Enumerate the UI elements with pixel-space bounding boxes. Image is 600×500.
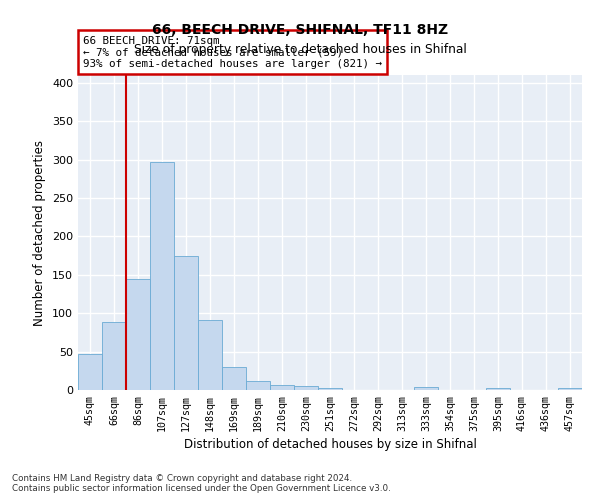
Text: Size of property relative to detached houses in Shifnal: Size of property relative to detached ho… (134, 42, 466, 56)
Bar (246, 381, 270, 390)
Bar (174, 256, 198, 390)
Text: 66, BEECH DRIVE, SHIFNAL, TF11 8HZ: 66, BEECH DRIVE, SHIFNAL, TF11 8HZ (152, 22, 448, 36)
Bar (318, 388, 342, 390)
Bar (558, 388, 582, 390)
Bar (198, 320, 222, 390)
Bar (294, 386, 318, 390)
Bar (222, 367, 246, 390)
Text: 66 BEECH DRIVE: 71sqm
← 7% of detached houses are smaller (59)
93% of semi-detac: 66 BEECH DRIVE: 71sqm ← 7% of detached h… (83, 36, 382, 68)
Text: Contains HM Land Registry data © Crown copyright and database right 2024.: Contains HM Land Registry data © Crown c… (12, 474, 352, 483)
Bar (102, 322, 126, 390)
Bar (414, 387, 438, 390)
Y-axis label: Number of detached properties: Number of detached properties (34, 140, 46, 326)
Bar (150, 162, 174, 390)
Bar (126, 278, 150, 390)
X-axis label: Distribution of detached houses by size in Shifnal: Distribution of detached houses by size … (184, 438, 476, 451)
Bar (486, 388, 510, 390)
Text: Contains public sector information licensed under the Open Government Licence v3: Contains public sector information licen… (12, 484, 391, 493)
Bar (78, 354, 102, 390)
Bar (270, 384, 294, 390)
